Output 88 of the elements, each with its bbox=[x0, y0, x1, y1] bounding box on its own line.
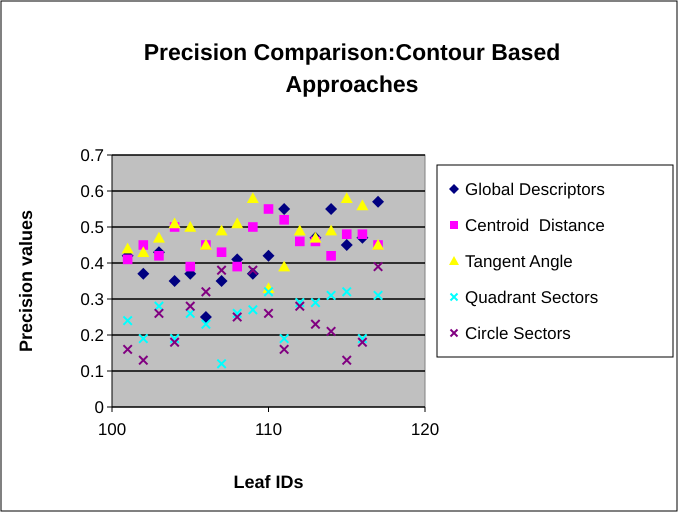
point bbox=[216, 275, 228, 287]
point bbox=[326, 251, 336, 261]
y-tick-label: 0.1 bbox=[80, 362, 104, 381]
point bbox=[216, 224, 228, 236]
point bbox=[372, 261, 384, 272]
point bbox=[200, 286, 212, 297]
point bbox=[340, 239, 353, 251]
point bbox=[278, 203, 290, 215]
y-axis-title: Precision values bbox=[16, 210, 36, 352]
point bbox=[326, 326, 336, 337]
point bbox=[154, 301, 164, 312]
point bbox=[154, 308, 164, 319]
point bbox=[248, 304, 258, 315]
point bbox=[356, 199, 368, 210]
legend-label: Circle Sectors bbox=[465, 324, 571, 343]
point bbox=[357, 333, 368, 344]
point bbox=[216, 358, 227, 369]
point bbox=[294, 224, 306, 236]
point bbox=[168, 275, 181, 287]
point bbox=[246, 192, 259, 203]
point bbox=[294, 301, 305, 312]
point bbox=[200, 311, 212, 323]
point bbox=[325, 224, 338, 236]
point bbox=[295, 236, 305, 246]
point bbox=[168, 217, 181, 228]
y-tick-label: 0 bbox=[94, 398, 104, 417]
x-axis-title: Leaf IDs bbox=[233, 472, 304, 492]
point bbox=[137, 268, 150, 280]
point bbox=[138, 355, 148, 366]
point bbox=[310, 297, 321, 308]
y-tick-label: 0.4 bbox=[80, 254, 104, 273]
point bbox=[325, 203, 338, 215]
point bbox=[372, 290, 384, 301]
point bbox=[200, 319, 212, 330]
point bbox=[185, 301, 196, 312]
point bbox=[278, 344, 290, 355]
x-tick-label: 110 bbox=[254, 420, 282, 439]
legend-label: Tangent Angle bbox=[465, 252, 573, 271]
y-tick-label: 0.2 bbox=[80, 326, 104, 345]
legend-label: Quadrant Sectors bbox=[465, 288, 598, 307]
point bbox=[216, 247, 226, 257]
point bbox=[248, 222, 258, 232]
y-tick-label: 0.5 bbox=[80, 218, 104, 237]
point bbox=[372, 196, 384, 208]
point bbox=[185, 308, 196, 319]
point bbox=[342, 229, 352, 239]
chart-title: Precision Comparison:Contour Based Approaches bbox=[144, 39, 560, 97]
point bbox=[263, 308, 274, 319]
point bbox=[152, 232, 165, 243]
point bbox=[294, 297, 305, 308]
point bbox=[326, 290, 336, 301]
point bbox=[232, 262, 242, 272]
point bbox=[232, 312, 242, 322]
point bbox=[278, 260, 290, 272]
point bbox=[154, 251, 164, 261]
point bbox=[122, 344, 133, 355]
point bbox=[278, 333, 290, 344]
point bbox=[137, 246, 150, 257]
x-tick-label: 100 bbox=[98, 420, 126, 439]
x-tick-label: 120 bbox=[410, 420, 440, 439]
y-tick-label: 0.3 bbox=[80, 290, 104, 309]
point bbox=[264, 204, 274, 214]
point bbox=[262, 250, 274, 262]
legend-label: Centroid Distance bbox=[465, 216, 605, 235]
point bbox=[122, 254, 132, 264]
legend-label: Global Descriptors bbox=[465, 180, 605, 199]
point bbox=[122, 315, 133, 326]
point bbox=[138, 240, 148, 250]
point bbox=[169, 333, 180, 344]
point bbox=[216, 265, 227, 276]
point bbox=[342, 355, 352, 366]
point bbox=[279, 215, 289, 225]
point bbox=[231, 217, 244, 228]
point bbox=[185, 262, 196, 272]
point bbox=[248, 265, 258, 276]
point bbox=[169, 337, 180, 348]
y-tick-label: 0.7 bbox=[80, 146, 104, 165]
point bbox=[340, 192, 353, 203]
point bbox=[310, 319, 321, 330]
point bbox=[138, 333, 148, 344]
point bbox=[263, 286, 274, 297]
point bbox=[357, 337, 368, 348]
point bbox=[232, 308, 242, 319]
point bbox=[184, 221, 196, 232]
point bbox=[342, 286, 352, 297]
point bbox=[358, 229, 368, 239]
y-tick-label: 0.6 bbox=[80, 182, 104, 201]
point bbox=[122, 242, 134, 254]
